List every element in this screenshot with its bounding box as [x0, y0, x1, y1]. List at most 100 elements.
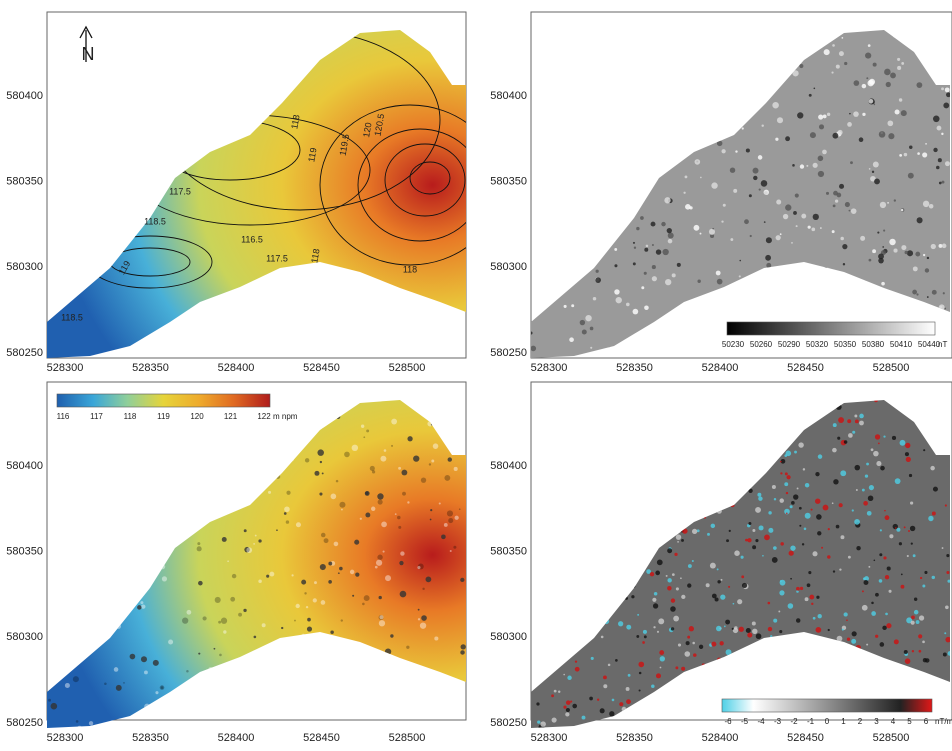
texture — [551, 285, 554, 288]
texture — [590, 347, 592, 349]
texture — [823, 115, 827, 119]
texture — [849, 113, 851, 115]
texture — [137, 605, 141, 609]
texture — [428, 726, 430, 728]
texture — [72, 594, 74, 596]
texture — [619, 210, 625, 216]
colorbar-label: -3 — [774, 717, 782, 726]
texture — [564, 51, 568, 55]
texture — [735, 47, 739, 51]
texture — [108, 606, 110, 608]
texture — [702, 510, 705, 513]
texture — [704, 516, 706, 518]
texture — [916, 620, 920, 624]
texture — [762, 555, 764, 557]
texture — [736, 404, 741, 409]
texture — [560, 433, 564, 437]
texture — [371, 686, 373, 688]
texture — [839, 184, 844, 189]
texture — [794, 414, 798, 418]
texture — [771, 403, 775, 407]
texture — [676, 701, 682, 707]
texture — [732, 674, 736, 678]
texture — [305, 429, 309, 433]
texture — [854, 519, 860, 525]
texture — [53, 634, 60, 641]
texture — [889, 239, 895, 245]
texture — [809, 595, 814, 600]
texture — [564, 122, 569, 127]
texture — [862, 287, 867, 292]
texture — [831, 71, 833, 73]
texture — [814, 276, 818, 280]
texture — [576, 418, 578, 420]
texture — [287, 642, 290, 645]
texture — [633, 262, 636, 265]
texture — [867, 80, 873, 86]
texture — [321, 426, 323, 428]
texture — [585, 572, 589, 576]
texture — [579, 164, 581, 166]
texture — [741, 556, 744, 559]
texture — [692, 136, 696, 140]
texture — [673, 616, 679, 622]
texture — [746, 89, 751, 94]
texture — [863, 317, 865, 319]
texture — [808, 269, 814, 275]
texture — [344, 452, 350, 458]
texture — [234, 723, 238, 727]
texture — [874, 399, 878, 403]
texture — [795, 23, 799, 27]
texture — [709, 229, 715, 235]
texture — [85, 427, 89, 431]
texture — [539, 425, 543, 429]
texture — [443, 405, 448, 410]
texture — [828, 285, 830, 287]
texture — [893, 249, 897, 253]
texture — [591, 657, 594, 660]
texture — [586, 58, 590, 62]
texture — [306, 606, 308, 608]
texture — [601, 45, 604, 48]
texture — [774, 498, 776, 500]
texture — [286, 520, 289, 523]
texture — [773, 342, 776, 345]
texture — [565, 54, 570, 59]
texture — [778, 428, 780, 430]
texture — [448, 457, 452, 461]
texture — [790, 545, 795, 550]
texture — [434, 636, 438, 640]
texture — [429, 404, 432, 407]
texture — [551, 587, 556, 592]
texture — [764, 644, 768, 648]
texture — [657, 559, 663, 565]
texture — [927, 257, 929, 259]
texture — [637, 614, 639, 616]
texture — [116, 624, 121, 629]
texture — [668, 239, 673, 244]
texture — [83, 526, 88, 531]
texture — [872, 294, 877, 299]
texture — [384, 449, 387, 452]
texture — [722, 53, 724, 55]
texture — [856, 489, 858, 491]
texture — [620, 108, 623, 111]
texture — [695, 499, 698, 502]
texture — [757, 310, 763, 316]
texture — [612, 100, 616, 104]
texture — [262, 623, 266, 627]
texture — [759, 189, 761, 191]
texture — [635, 200, 640, 205]
texture — [244, 529, 247, 532]
texture — [219, 654, 222, 657]
texture — [805, 296, 811, 302]
texture — [131, 717, 136, 722]
texture — [60, 530, 63, 533]
texture — [637, 713, 642, 718]
texture — [805, 597, 809, 601]
texture — [611, 456, 617, 462]
texture — [636, 227, 639, 230]
texture — [141, 656, 147, 662]
texture — [65, 683, 70, 688]
texture — [763, 425, 767, 429]
